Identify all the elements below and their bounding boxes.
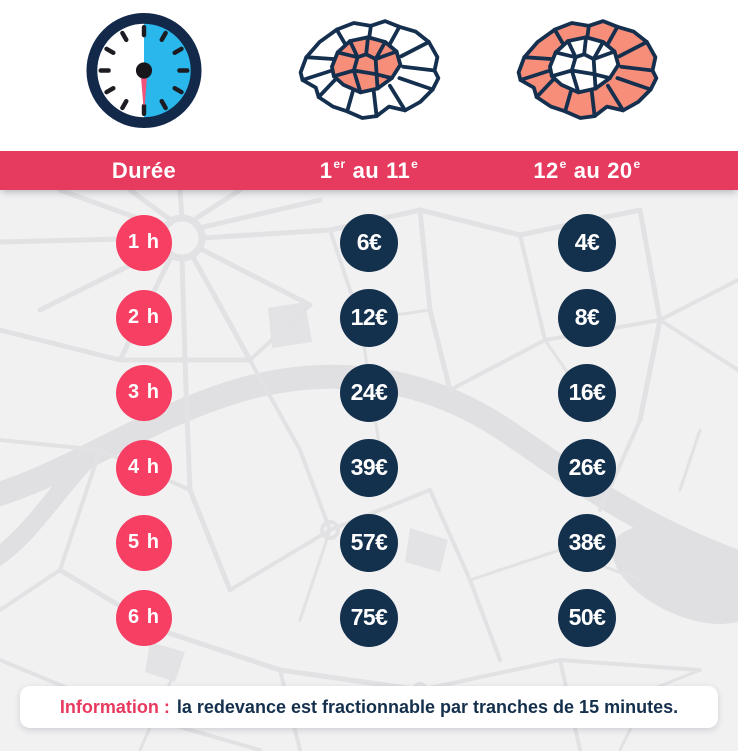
information-label: Information : <box>59 696 170 717</box>
paris-map-outer-svg <box>516 19 659 120</box>
information-note: Information : la redevance est fractionn… <box>20 686 718 728</box>
price-zone1-badge: 75€ <box>340 588 398 647</box>
paris-map-center-svg <box>298 19 441 120</box>
price-zone1-badge: 39€ <box>340 438 398 497</box>
price-zone2-badge: 26€ <box>558 438 616 497</box>
column-header-zone2: 12 e au 20 e <box>533 156 641 183</box>
duration-badge: 5 h <box>116 514 172 571</box>
table-row: 5 h 57€ 38€ <box>0 505 738 580</box>
price-zone1-badge: 57€ <box>340 513 398 572</box>
duration-badge: 2 h <box>116 289 172 346</box>
table-row: 1 h 6€ 4€ <box>0 205 738 280</box>
paris-map-outer-icon <box>511 13 663 134</box>
duration-badge: 3 h <box>116 364 172 421</box>
clock-icon-svg <box>86 12 202 129</box>
duration-badge: 1 h <box>116 214 172 271</box>
clock-icon <box>85 11 203 136</box>
icon-band <box>0 0 738 151</box>
duration-badge: 4 h <box>116 439 172 496</box>
duration-badge: 6 h <box>116 589 172 646</box>
price-zone2-badge: 16€ <box>558 363 616 422</box>
price-zone2-badge: 8€ <box>558 288 616 347</box>
price-zone1-badge: 24€ <box>340 363 398 422</box>
price-zone2-badge: 50€ <box>558 588 616 647</box>
information-text: la redevance est fractionnable par tranc… <box>176 696 679 717</box>
table-header-bar: Durée 1 er au 11 e 12 e au 20 e <box>0 151 738 190</box>
table-row: 6 h 75€ 50€ <box>0 580 738 655</box>
table-row: 4 h 39€ 26€ <box>0 430 738 505</box>
pricing-table-area: 1 h 6€ 4€ 2 h 12€ 8€ 3 h 24€ 16€ 4 h 39€… <box>0 190 738 751</box>
paris-map-center-icon <box>293 13 445 134</box>
price-zone1-badge: 6€ <box>340 213 398 272</box>
price-zone2-badge: 4€ <box>558 213 616 272</box>
price-zone2-badge: 38€ <box>558 513 616 572</box>
table-row: 2 h 12€ 8€ <box>0 280 738 355</box>
column-header-duration: Durée <box>111 157 177 183</box>
price-zone1-badge: 12€ <box>340 288 398 347</box>
column-header-zone1: 1 er au 11 e <box>319 156 419 183</box>
table-row: 3 h 24€ 16€ <box>0 355 738 430</box>
pricing-table: 1 h 6€ 4€ 2 h 12€ 8€ 3 h 24€ 16€ 4 h 39€… <box>0 190 738 655</box>
